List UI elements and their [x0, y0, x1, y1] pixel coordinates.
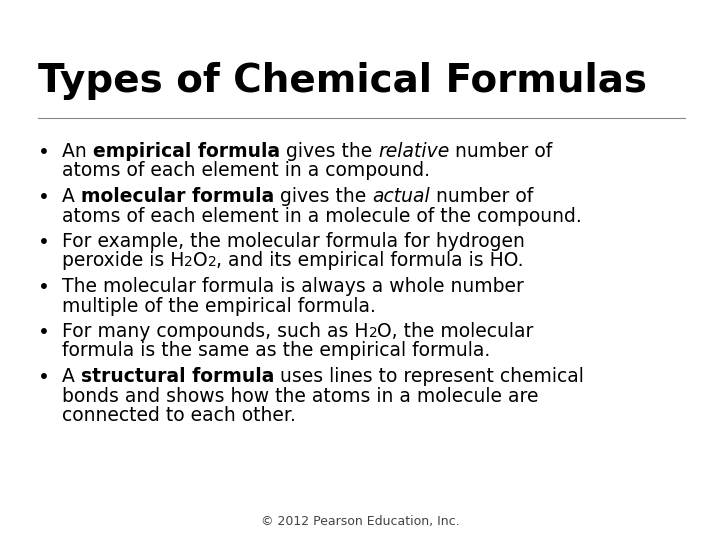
Text: peroxide is H: peroxide is H	[62, 252, 184, 271]
Text: •: •	[38, 368, 50, 387]
Text: gives the: gives the	[274, 187, 372, 206]
Text: The molecular formula is always a whole number: The molecular formula is always a whole …	[62, 277, 524, 296]
Text: •: •	[38, 233, 50, 252]
Text: 2: 2	[369, 326, 377, 340]
Text: uses lines to represent chemical: uses lines to represent chemical	[274, 367, 584, 386]
Text: bonds and shows how the atoms in a molecule are: bonds and shows how the atoms in a molec…	[62, 387, 539, 406]
Text: O, the molecular: O, the molecular	[377, 322, 534, 341]
Text: empirical formula: empirical formula	[93, 142, 280, 161]
Text: An: An	[62, 142, 93, 161]
Text: connected to each other.: connected to each other.	[62, 406, 296, 425]
Text: actual: actual	[372, 187, 430, 206]
Text: atoms of each element in a molecule of the compound.: atoms of each element in a molecule of t…	[62, 206, 582, 226]
Text: number of: number of	[449, 142, 553, 161]
Text: , and its empirical formula is HO.: , and its empirical formula is HO.	[217, 252, 524, 271]
Text: © 2012 Pearson Education, Inc.: © 2012 Pearson Education, Inc.	[261, 515, 459, 528]
Text: •: •	[38, 323, 50, 342]
Text: relative: relative	[378, 142, 449, 161]
Text: •: •	[38, 278, 50, 297]
Text: •: •	[38, 143, 50, 162]
Text: number of: number of	[430, 187, 534, 206]
Text: •: •	[38, 188, 50, 207]
Text: multiple of the empirical formula.: multiple of the empirical formula.	[62, 296, 376, 315]
Text: 2: 2	[208, 255, 217, 269]
Text: For many compounds, such as H: For many compounds, such as H	[62, 322, 369, 341]
Text: A: A	[62, 187, 81, 206]
Text: molecular formula: molecular formula	[81, 187, 274, 206]
Text: structural formula: structural formula	[81, 367, 274, 386]
Text: gives the: gives the	[280, 142, 378, 161]
Text: For example, the molecular formula for hydrogen: For example, the molecular formula for h…	[62, 232, 525, 251]
Text: A: A	[62, 367, 81, 386]
Text: O: O	[193, 252, 208, 271]
Text: formula is the same as the empirical formula.: formula is the same as the empirical for…	[62, 341, 490, 361]
Text: atoms of each element in a compound.: atoms of each element in a compound.	[62, 161, 430, 180]
Text: 2: 2	[184, 255, 193, 269]
Text: Types of Chemical Formulas: Types of Chemical Formulas	[38, 62, 647, 100]
